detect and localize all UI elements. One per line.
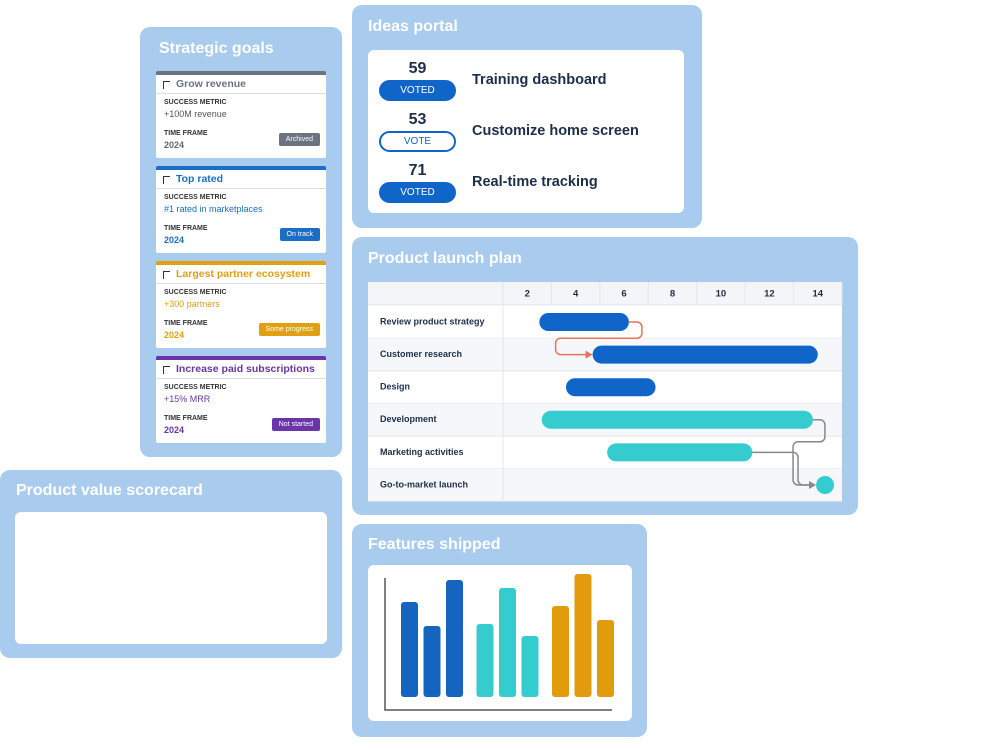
task-label: Marketing activities [380,447,464,457]
row-stripe [368,468,842,502]
panel-title: Product value scorecard [16,482,203,499]
x-tick-label: 10 [716,289,727,300]
bar [476,624,494,697]
task-bar [607,443,753,462]
timeframe: 2024 [164,235,185,245]
goal-card: Increase paid subscriptions SUCCESS METRI… [156,356,326,443]
bar [552,606,569,697]
task-bar [565,378,656,397]
task-bar [592,345,818,364]
bar [423,626,441,697]
dependency-arrow [554,321,643,356]
bar [401,602,418,697]
arrow-head [585,350,593,359]
task-bar [539,313,629,331]
task-label: Development [380,414,437,424]
task-label: Design [380,382,410,392]
metric-label: SUCCESS METRIC [164,384,227,391]
bar [521,636,539,697]
divider [156,283,326,284]
panel-title: Strategic goals [159,40,274,57]
status-badge: Archived [278,133,320,146]
arrow-head [809,481,817,489]
bar [499,588,516,697]
dependency-arrow [752,451,815,486]
panel-title: Features shipped [368,536,501,553]
divider [156,378,326,379]
metric-label: SUCCESS METRIC [164,194,227,201]
goal-card: Top rated SUCCESS METRIC #1 rated in marke… [156,166,326,253]
header-row [368,282,842,305]
vote-button[interactable]: VOTE [379,131,456,152]
metric: +100M revenue [164,109,227,119]
axis [384,578,612,711]
vote-button[interactable]: VOTED [379,80,456,101]
flag-icon [163,271,170,279]
idea-name: Training dashboard [472,72,607,88]
status-badge: Some progress [258,323,320,336]
milestone [816,476,835,494]
metric: +15% MRR [164,394,211,404]
goal-card: Grow revenue SUCCESS METRIC +100M revenue T… [156,71,326,158]
timeframe: 2024 [164,425,185,435]
task-bar [541,410,813,429]
dependency-arrow [792,419,826,486]
x-tick-label: 2 [525,289,530,300]
metric-label: SUCCESS METRIC [164,289,227,296]
x-tick-label: 8 [670,289,675,300]
bar [597,620,614,697]
flag-icon [163,176,170,184]
timeframe-label: TIME FRAME [164,130,208,137]
metric: +300 partners [164,299,220,309]
vote-count: 59 [408,60,427,77]
timeframe-label: TIME FRAME [164,225,208,232]
bar [446,580,463,697]
flag-icon [163,366,170,374]
vote-button[interactable]: VOTED [379,182,456,203]
panel-body [15,512,327,644]
goal-title: Grow revenue [176,78,247,90]
status-badge: On track [279,228,320,241]
timeframe: 2024 [164,330,185,340]
divider [156,188,326,189]
task-label: Review product strategy [380,316,485,326]
panel-title: Ideas portal [368,18,458,35]
flag-icon [163,81,170,89]
task-label: Customer research [380,349,462,359]
goal-card: Largest partner ecosystem SUCCESS METRIC +… [156,261,326,348]
bar [574,574,592,697]
metric-label: SUCCESS METRIC [164,99,227,106]
task-label: Go-to-market launch [380,479,468,489]
goal-title: Increase paid subscriptions [176,363,315,375]
x-tick-label: 6 [621,289,626,300]
timeframe: 2024 [164,140,185,150]
x-tick-label: 12 [764,289,775,300]
goal-title: Largest partner ecosystem [176,268,311,280]
status-badge: Not started [271,418,320,431]
timeframe-label: TIME FRAME [164,415,208,422]
divider [156,93,326,94]
panel-title: Product launch plan [368,250,522,267]
x-tick-label: 4 [573,289,579,300]
goal-title: Top rated [176,173,224,185]
x-tick-label: 14 [812,289,823,300]
timeframe-label: TIME FRAME [164,320,208,327]
idea-name: Customize home screen [472,123,639,139]
idea-name: Real-time tracking [472,174,598,190]
vote-count: 71 [408,162,427,179]
vote-count: 53 [408,111,427,128]
metric: #1 rated in marketplaces [164,204,263,214]
